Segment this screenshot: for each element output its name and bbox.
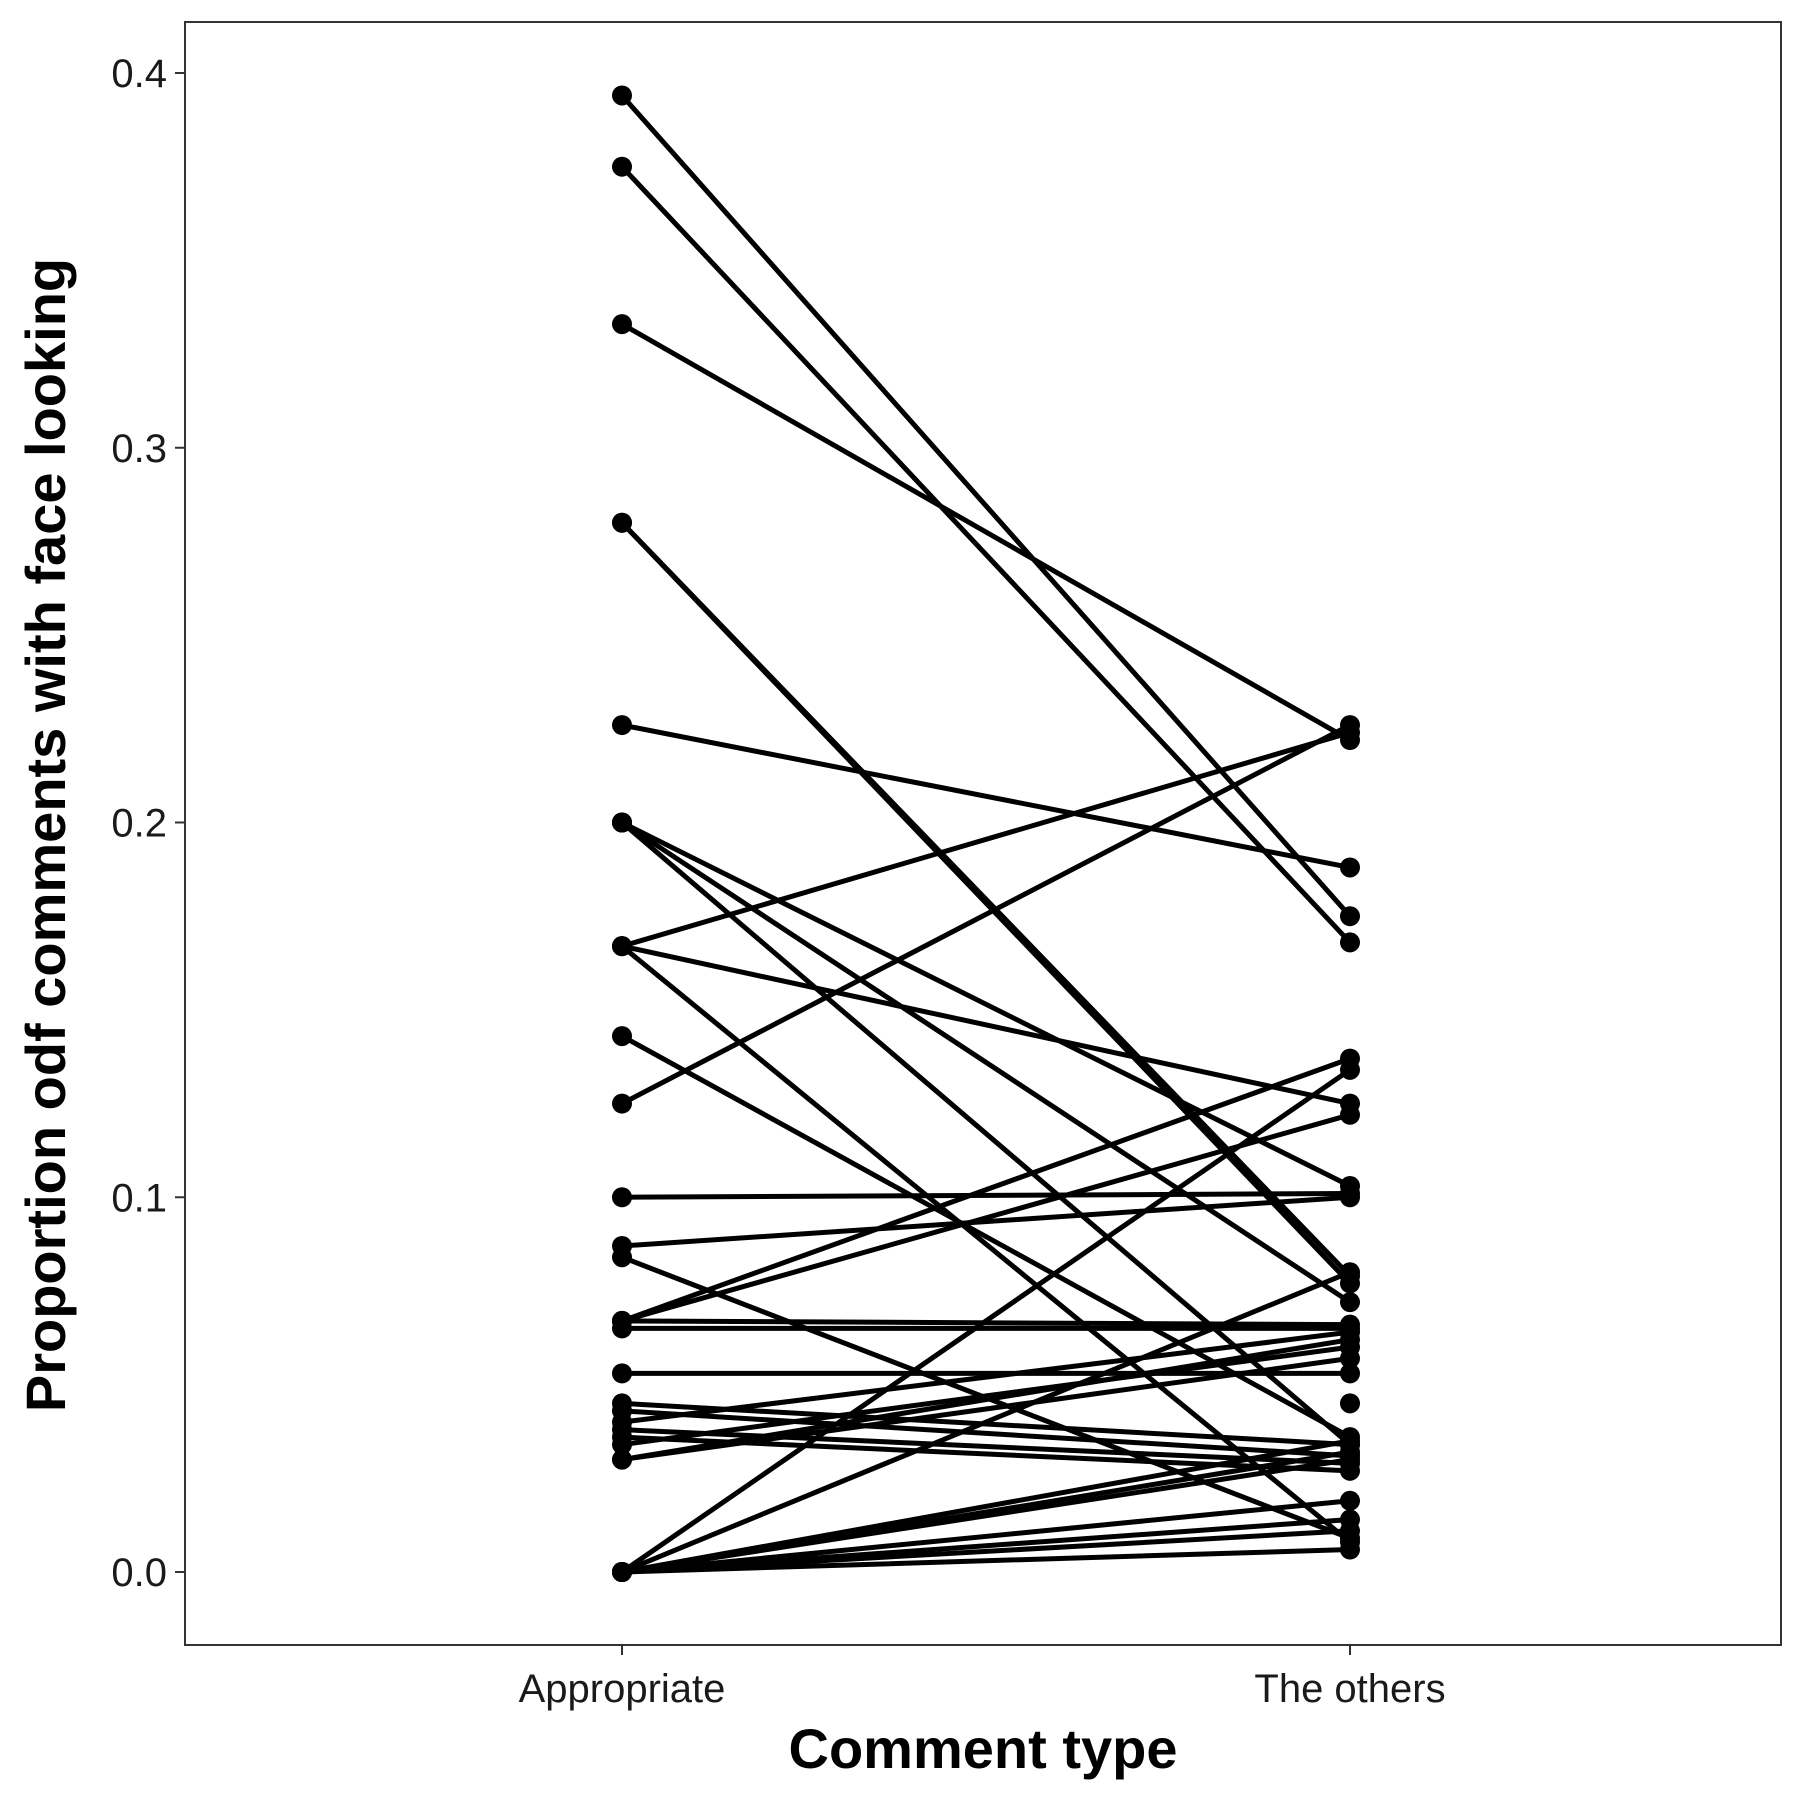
- data-point-17-appropriate: [612, 1247, 632, 1268]
- series-line-32: [619, 1269, 1353, 1575]
- data-point-8-others: [1340, 1292, 1360, 1313]
- series-line-26: [619, 1427, 1353, 1466]
- data-point-36-others: [1340, 1490, 1360, 1511]
- data-point-28-appropriate: [612, 1434, 632, 1455]
- data-point-6-appropriate: [612, 715, 632, 736]
- data-point-29-others: [1340, 1348, 1360, 1369]
- series-line-30: [619, 1337, 1353, 1463]
- x-tick-label-1: The others: [1254, 1667, 1445, 1711]
- series-line-36: [619, 1498, 1353, 1575]
- series-line-7: [619, 820, 1353, 1189]
- data-point-6-others: [1340, 857, 1360, 878]
- data-point-19-others: [1340, 1104, 1360, 1125]
- y-tick-label-4: 0.4: [111, 52, 167, 96]
- data-point-39-others: [1340, 1539, 1360, 1560]
- data-point-21-appropriate: [612, 1318, 632, 1339]
- y-tick-label-0: 0.0: [111, 1551, 167, 1595]
- series-line-39: [619, 1547, 1353, 1575]
- y-tick-label-3: 0.3: [111, 427, 167, 471]
- data-point-30-appropriate: [612, 1449, 632, 1470]
- y-tick-label-1: 0.1: [111, 1176, 167, 1220]
- series-line-9: [619, 820, 1353, 1448]
- series-line-29: [619, 1355, 1353, 1463]
- data-point-13-appropriate: [612, 1026, 632, 1047]
- series-line-3: [619, 321, 1353, 743]
- x-axis-title: Comment type: [789, 1717, 1178, 1780]
- series-line-25: [619, 1329, 1353, 1425]
- plot-marks: [612, 85, 1360, 1582]
- data-point-31-others: [1340, 1059, 1360, 1080]
- series-line-35: [619, 1457, 1353, 1575]
- axes: 0.0 0.1 0.2 0.3 0.4 Appropriate The others: [111, 52, 1445, 1711]
- data-point-16-others: [1340, 1187, 1360, 1208]
- data-point-14-others: [1340, 715, 1360, 736]
- data-point-9-appropriate: [612, 812, 632, 833]
- data-point-extra-1: [1340, 1393, 1360, 1414]
- series-line-1: [619, 92, 1353, 919]
- data-point-39-appropriate: [612, 1562, 632, 1582]
- series-line-16: [619, 1194, 1353, 1249]
- series-line-6: [619, 722, 1353, 870]
- series-line-28: [619, 1344, 1353, 1448]
- data-point-22-appropriate: [612, 1363, 632, 1384]
- y-axis-title: Proportion odf comments with face lookin…: [14, 258, 77, 1412]
- series-line-38: [619, 1528, 1353, 1575]
- data-point-32-others: [1340, 1262, 1360, 1283]
- x-tick-label-0: Appropriate: [519, 1667, 726, 1711]
- series-line-11: [619, 943, 1353, 1107]
- series-line-15: [619, 1191, 1353, 1200]
- data-point-14-appropriate: [612, 1093, 632, 1114]
- data-point-2-others: [1340, 932, 1360, 953]
- data-point-35-others: [1340, 1449, 1360, 1470]
- series-line-31: [619, 1067, 1353, 1575]
- data-point-12-appropriate: [612, 936, 632, 957]
- plot-panel-border: [184, 21, 1782, 1646]
- data-point-1-others: [1340, 906, 1360, 927]
- series-line-10: [619, 730, 1353, 949]
- data-point-5-appropriate: [612, 512, 632, 533]
- series-line-13: [619, 1033, 1353, 1440]
- data-point-38-others: [1340, 1520, 1360, 1541]
- series-line-18: [619, 1056, 1353, 1324]
- series-line-12: [619, 943, 1353, 1545]
- series-line-5: [619, 520, 1353, 1286]
- series-line-24: [619, 1408, 1353, 1459]
- data-point-15-appropriate: [612, 1187, 632, 1208]
- data-point-30-others: [1340, 1329, 1360, 1350]
- data-point-1-appropriate: [612, 85, 632, 106]
- series-line-8: [619, 820, 1353, 1305]
- series-line-19: [619, 1112, 1353, 1324]
- series-line-14: [619, 722, 1353, 1107]
- data-point-2-appropriate: [612, 156, 632, 177]
- series-line-2: [619, 164, 1353, 945]
- data-point-3-appropriate: [612, 314, 632, 335]
- y-tick-label-2: 0.2: [111, 802, 167, 846]
- data-point-22-others: [1340, 1363, 1360, 1384]
